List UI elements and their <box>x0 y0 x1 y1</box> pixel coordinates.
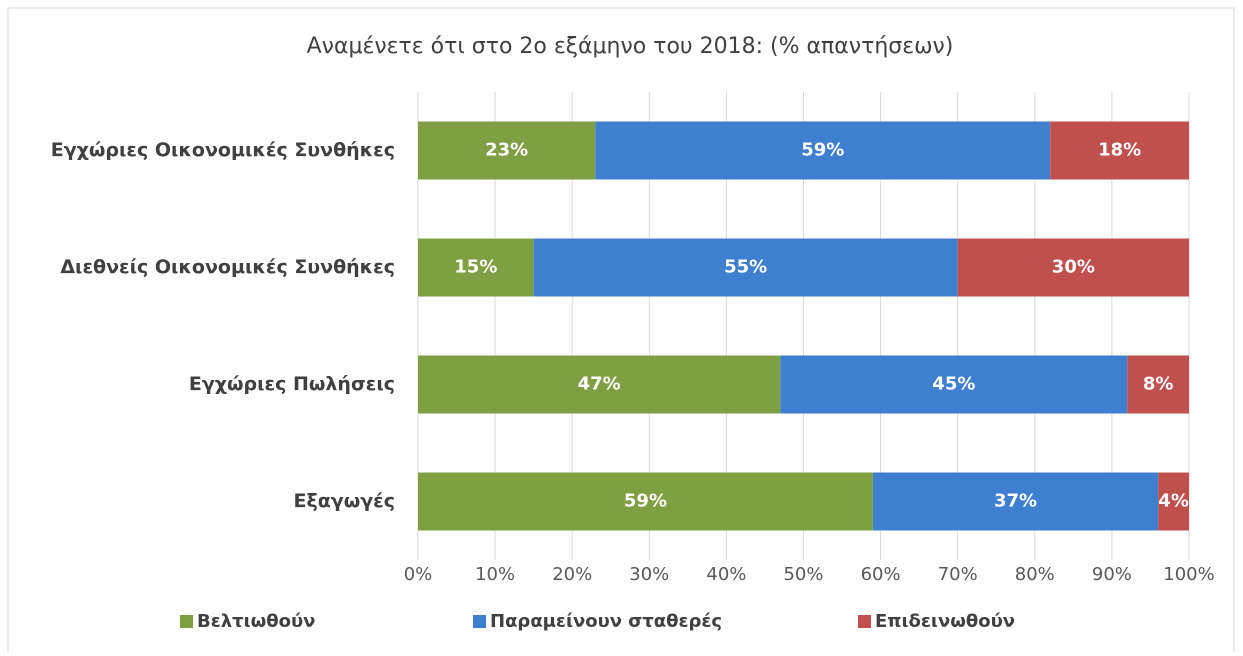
legend-label: Βελτιωθούν <box>197 611 315 632</box>
value-label: 47% <box>578 374 621 395</box>
x-tick-label: 30% <box>629 564 669 585</box>
value-label: 45% <box>932 374 975 395</box>
chart-frame <box>7 7 1235 652</box>
chart-title: Αναμένετε ότι στο 2ο εξάμηνο του 2018: (… <box>307 34 954 59</box>
legend-swatch <box>180 615 193 628</box>
x-tick-label: 60% <box>861 564 901 585</box>
x-tick-label: 10% <box>475 564 515 585</box>
bar-segment <box>1050 121 1189 180</box>
x-tick-label: 70% <box>938 564 978 585</box>
bar-segment <box>418 355 781 414</box>
x-tick-label: 50% <box>783 564 823 585</box>
value-label: 37% <box>994 491 1037 512</box>
bar-segment <box>418 238 534 297</box>
value-label: 15% <box>454 257 497 278</box>
value-label: 59% <box>801 140 844 161</box>
bar-segment <box>780 355 1128 414</box>
value-label: 8% <box>1143 374 1174 395</box>
x-tick-label: 20% <box>552 564 592 585</box>
bar-segment <box>595 121 1051 180</box>
bar-segment <box>533 238 958 297</box>
x-tick-label: 100% <box>1163 564 1214 585</box>
legend-swatch <box>858 615 871 628</box>
bar-segment <box>957 238 1189 297</box>
value-label: 59% <box>624 491 667 512</box>
y-tick-label: Εγχώριες Οικονομικές Συνθήκες <box>51 139 395 161</box>
legend-swatch <box>473 615 486 628</box>
legend-label: Παραμείνουν σταθερές <box>490 611 722 632</box>
x-tick-label: 90% <box>1092 564 1132 585</box>
y-tick-label: Εξαγωγές <box>294 490 396 512</box>
bar-segment <box>418 472 873 531</box>
bar-segment <box>418 121 596 180</box>
bar-segment <box>1127 355 1189 414</box>
x-tick-label: 0% <box>404 564 433 585</box>
value-label: 23% <box>485 140 528 161</box>
x-tick-label: 40% <box>706 564 746 585</box>
bar-segment <box>1158 472 1189 531</box>
value-label: 4% <box>1158 491 1189 512</box>
legend-label: Επιδεινωθούν <box>875 611 1015 632</box>
bar-segment <box>872 472 1159 531</box>
y-tick-label: Διεθνείς Οικονομικές Συνθήκες <box>60 256 395 278</box>
value-label: 18% <box>1098 140 1141 161</box>
x-tick-label: 80% <box>1015 564 1055 585</box>
value-label: 55% <box>724 257 767 278</box>
y-tick-label: Εγχώριες Πωλήσεις <box>189 373 395 395</box>
value-label: 30% <box>1052 257 1095 278</box>
